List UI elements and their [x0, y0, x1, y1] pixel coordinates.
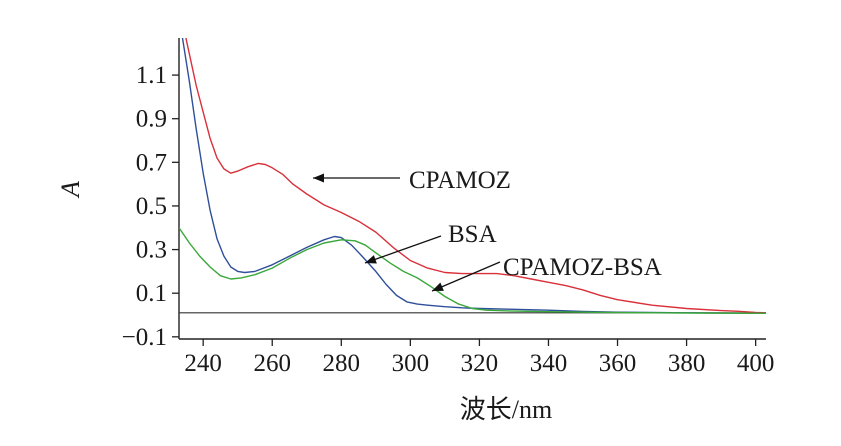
arrow-cpamoz-bsa-line	[431, 261, 501, 292]
y-tick-label: 0.5	[136, 193, 167, 220]
x-tick-label: 340	[530, 350, 568, 377]
y-tick-label: 0.1	[136, 280, 167, 307]
axes: −0.1 0.1 0.3 0.5 0.7 0.9 1.1 240 260 280 300 320 340…	[122, 38, 775, 377]
y-tick-label: 1.1	[136, 62, 167, 89]
series-layer	[179, 38, 766, 314]
x-tick-label: 300	[392, 350, 430, 377]
y-tick-label: 0.3	[136, 237, 167, 264]
x-tick-label: 240	[184, 350, 222, 377]
arrow-bsa-head	[365, 255, 377, 264]
annotation-label-bsa: BSA	[448, 221, 497, 248]
series-line-bsa	[181, 38, 766, 314]
annotation-layer: CPAMOZ BSA CPAMOZ-BSA	[313, 167, 662, 292]
arrow-bsa-line	[364, 235, 442, 264]
series-line-cpamoz-bsa	[179, 227, 766, 314]
x-tick-label: 380	[668, 350, 706, 377]
y-tick-label: 0.9	[136, 106, 167, 133]
y-tick-label: −0.1	[122, 324, 167, 351]
annotation-label-cpamoz-bsa: CPAMOZ-BSA	[503, 254, 662, 281]
x-tick-label: 280	[323, 350, 361, 377]
series-line-cpamoz	[185, 38, 766, 314]
y-tick-label: 0.7	[136, 149, 167, 176]
annotation-label-cpamoz: CPAMOZ	[409, 167, 511, 194]
x-tick-label: 360	[599, 350, 637, 377]
x-tick-label: 400	[737, 350, 775, 377]
x-tick-label: 260	[253, 350, 291, 377]
y-axis-label: A	[56, 181, 85, 199]
x-tick-label: 320	[461, 350, 499, 377]
arrow-cpamoz-head	[313, 173, 324, 183]
x-axis-label: 波长/nm	[460, 395, 552, 424]
arrow-cpamoz-bsa-head	[432, 282, 444, 291]
